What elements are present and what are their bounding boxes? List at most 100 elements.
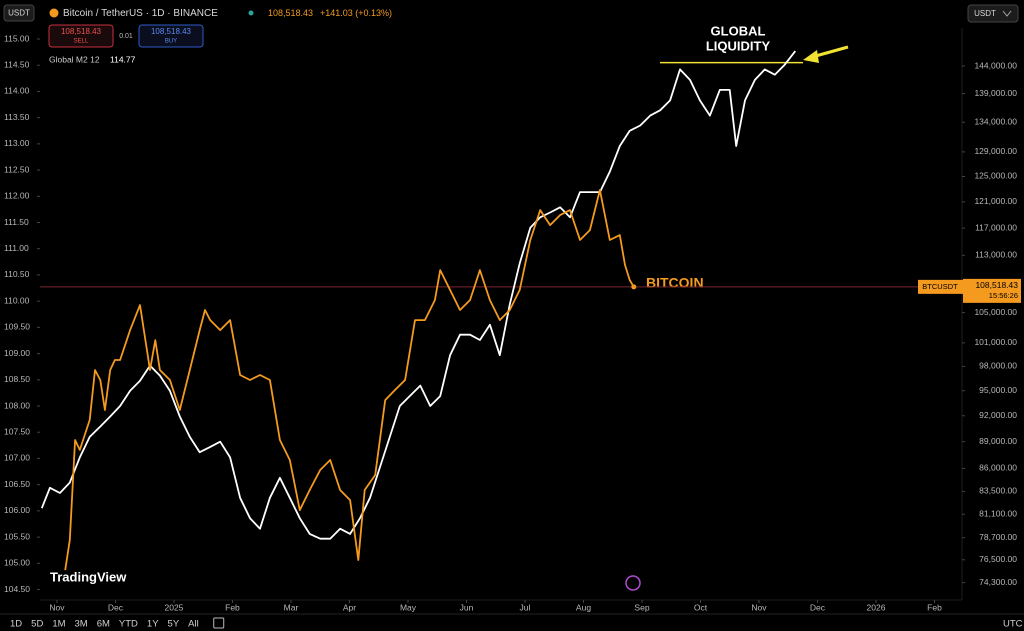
- y2-tick-label: 86,000.00: [979, 463, 1017, 473]
- price-tag-label: BTCUSDT: [922, 282, 958, 291]
- buy-price[interactable]: 108,518.43: [151, 27, 192, 36]
- indicator-name: Global M2 12: [49, 54, 100, 64]
- sell-button[interactable]: [48, 24, 114, 48]
- y2-tick-label: 144,000.00: [974, 60, 1017, 70]
- y2-tick-label: 117,000.00: [975, 222, 1017, 232]
- x-tick-label: Dec: [810, 602, 826, 612]
- x-tick-label: 2025: [165, 602, 184, 612]
- price: 108,518.43: [268, 8, 313, 18]
- y2-tick-label: 101,000.00: [974, 337, 1017, 347]
- buy-button[interactable]: [138, 24, 204, 48]
- calendar-icon[interactable]: [213, 617, 225, 629]
- currency[interactable]: USDT: [8, 9, 30, 18]
- currency-box[interactable]: [967, 4, 1019, 23]
- y-tick-label: 105.00: [4, 558, 30, 568]
- x-tick-label: Apr: [343, 602, 356, 612]
- last-point: [631, 284, 637, 290]
- countdown: 15:56:26: [989, 291, 1018, 300]
- y2-tick-label: 134,000.00: [974, 116, 1017, 126]
- x-tick-label: Nov: [751, 602, 767, 612]
- series-line: [40, 50, 797, 540]
- annotation: GLOBAL: [711, 23, 766, 38]
- x-tick-label: Sep: [634, 602, 649, 612]
- spread: 0.01: [119, 33, 133, 40]
- x-tick-label: Feb: [927, 602, 942, 612]
- y2-tick-label: 76,500.00: [979, 554, 1017, 564]
- series-line: [64, 189, 635, 571]
- y2-tick-label: 89,000.00: [979, 436, 1017, 446]
- currency[interactable]: USDT: [974, 9, 996, 18]
- btc-icon: [49, 8, 59, 18]
- annotation: BITCOIN: [646, 275, 704, 291]
- y2-tick-label: 92,000.00: [979, 410, 1017, 420]
- x-tick-label: Feb: [225, 602, 240, 612]
- timezone[interactable]: UTC: [1003, 619, 1023, 630]
- range-button[interactable]: 6M: [97, 619, 110, 630]
- y-tick-label: 107.00: [4, 453, 30, 463]
- range-button[interactable]: YTD: [119, 619, 138, 630]
- range-button[interactable]: 3M: [75, 619, 88, 630]
- range-button[interactable]: All: [188, 619, 199, 630]
- status-dot: [248, 10, 254, 16]
- logo: TradingView: [50, 569, 127, 584]
- y-tick-label: 106.00: [4, 505, 30, 515]
- range-button[interactable]: 5Y: [168, 619, 180, 630]
- x-tick-label: May: [400, 602, 417, 612]
- x-tick-label: Dec: [108, 602, 124, 612]
- y2-tick-label: 74,300.00: [979, 577, 1017, 587]
- range-button[interactable]: 5D: [31, 619, 43, 630]
- range-button[interactable]: 1M: [52, 619, 65, 630]
- x-tick-label: Aug: [576, 602, 591, 612]
- y2-tick-label: 95,000.00: [979, 385, 1017, 395]
- y2-tick-label: 105,000.00: [974, 307, 1017, 317]
- sell-price[interactable]: 108,518.43: [61, 27, 102, 36]
- event-icon[interactable]: [625, 575, 641, 591]
- y-tick-label: 108.50: [4, 374, 30, 384]
- price-box: [963, 278, 1021, 303]
- y2-tick-label: 139,000.00: [974, 88, 1017, 98]
- y-tick-label: 112.00: [4, 191, 30, 201]
- sell-label[interactable]: SELL: [74, 39, 89, 45]
- y-tick-label: 114.00: [4, 86, 30, 96]
- range-button[interactable]: 1Y: [147, 619, 159, 630]
- y-tick-label: 111.50: [4, 217, 29, 227]
- x-tick-label: 2026: [867, 602, 886, 612]
- y2-tick-label: 78,700.00: [979, 532, 1017, 542]
- x-tick-label: Nov: [49, 602, 65, 612]
- annotation: LIQUIDITY: [706, 38, 771, 53]
- y-tick-label: 109.50: [4, 322, 30, 332]
- y-tick-label: 107.50: [4, 426, 30, 436]
- y-tick-label: 114.50: [4, 59, 30, 69]
- y2-tick-label: 113,000.00: [975, 250, 1017, 260]
- x-tick-label: Mar: [284, 602, 299, 612]
- range-button[interactable]: 1D: [10, 619, 22, 630]
- y2-tick-label: 129,000.00: [974, 146, 1017, 156]
- buy-label[interactable]: BUY: [165, 39, 177, 45]
- arrow-head: [803, 50, 819, 63]
- y2-tick-label: 121,000.00: [974, 196, 1017, 206]
- y-tick-label: 111.00: [4, 243, 29, 253]
- y-tick-label: 105.50: [4, 531, 30, 541]
- change: +141.03 (+0.13%): [320, 8, 392, 18]
- y2-tick-label: 98,000.00: [979, 361, 1017, 371]
- y2-tick-label: 81,100.00: [979, 508, 1017, 518]
- y-tick-label: 110.00: [4, 295, 30, 305]
- y-tick-label: 112.50: [4, 164, 30, 174]
- y-tick-label: 108.00: [4, 400, 30, 410]
- x-tick-label: Oct: [694, 602, 708, 612]
- y-tick-label: 113.50: [4, 112, 30, 122]
- y2-tick-label: 125,000.00: [974, 171, 1017, 181]
- price-tag: [918, 279, 963, 294]
- y-tick-label: 104.50: [4, 584, 30, 594]
- x-tick-label: Jul: [520, 602, 531, 612]
- y2-tick-label: 83,500.00: [979, 486, 1017, 496]
- y-tick-label: 113.00: [4, 138, 30, 148]
- y-tick-label: 106.50: [4, 479, 30, 489]
- arrow: [811, 45, 849, 59]
- y-tick-label: 109.00: [4, 348, 30, 358]
- currency-box[interactable]: [3, 4, 35, 22]
- symbol: Bitcoin / TetherUS · 1D · BINANCE: [63, 8, 218, 19]
- indicator-value: 114.77: [110, 54, 136, 64]
